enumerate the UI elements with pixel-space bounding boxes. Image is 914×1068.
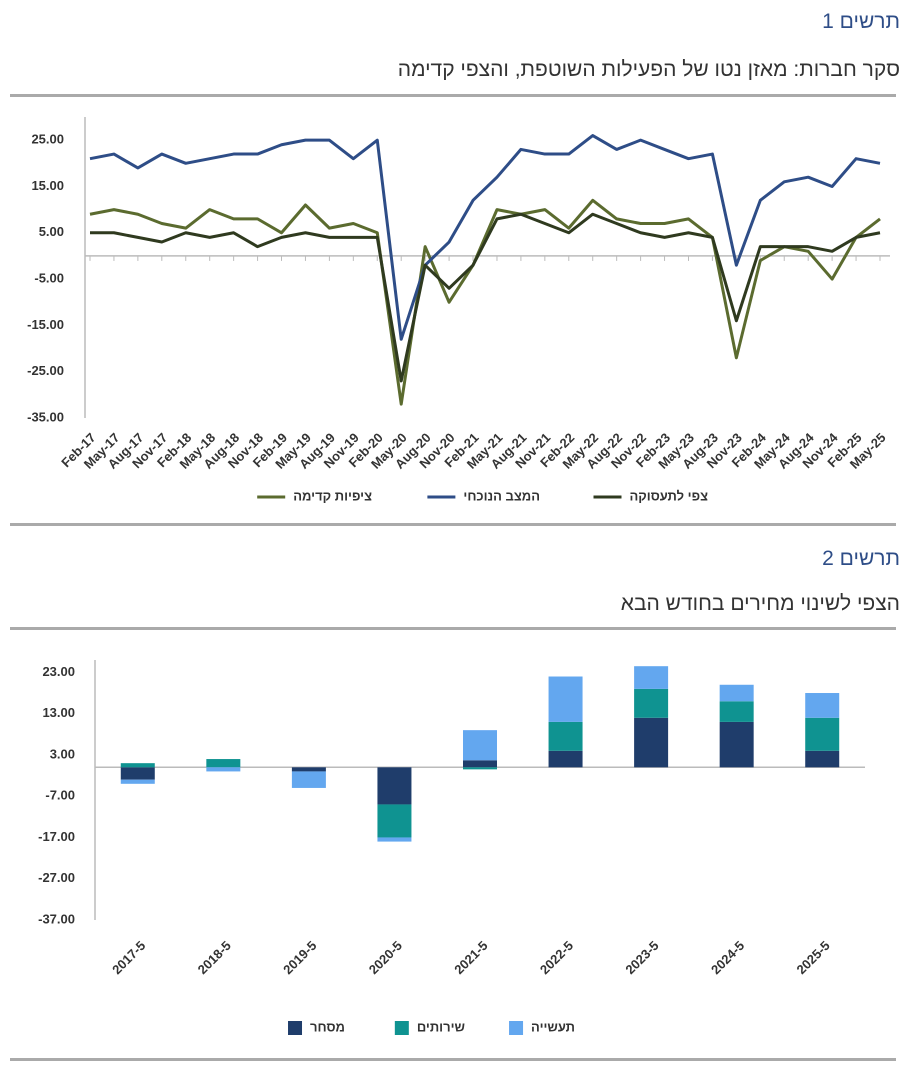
figure-label: תרשים 2 bbox=[822, 547, 900, 570]
rule bbox=[10, 627, 896, 630]
bar-segment bbox=[805, 693, 840, 718]
bar-segment bbox=[206, 767, 241, 772]
legend-label: המצב הנוכחי bbox=[463, 488, 540, 503]
bar-segment bbox=[805, 750, 840, 768]
y-tick-label: -15.00 bbox=[27, 317, 64, 332]
bar-segment bbox=[206, 759, 241, 768]
y-tick-label: 25.00 bbox=[31, 132, 64, 147]
y-tick-label: -17.00 bbox=[38, 829, 75, 844]
bar-segment bbox=[120, 763, 155, 768]
bar-segment bbox=[463, 767, 497, 770]
y-tick-label: -37.00 bbox=[38, 911, 75, 926]
legend-swatch bbox=[509, 1021, 524, 1035]
y-tick-label: 13.00 bbox=[42, 705, 75, 720]
bar-segment bbox=[719, 721, 754, 768]
bar-segment bbox=[719, 684, 754, 702]
line bbox=[89, 198, 881, 406]
bar-segment bbox=[548, 676, 583, 722]
bar-segment bbox=[377, 767, 412, 805]
bar-segment bbox=[291, 771, 326, 788]
y-tick-label: -35.00 bbox=[27, 409, 64, 424]
rule bbox=[10, 523, 896, 526]
bar-segment bbox=[548, 750, 583, 768]
line bbox=[90, 212, 881, 383]
legend-swatch bbox=[288, 1021, 303, 1035]
legend-label: תעשייה bbox=[531, 1019, 575, 1034]
x-tick-label: 2017-5 bbox=[109, 938, 148, 977]
x-tick-label: 2023-5 bbox=[622, 938, 661, 977]
y-tick-label: -7.00 bbox=[45, 788, 75, 803]
y-tick-label: -27.00 bbox=[38, 870, 75, 885]
legend-label: צפי לתעסוקה bbox=[630, 488, 709, 503]
bar-segment bbox=[291, 767, 326, 772]
y-tick-label: 23.00 bbox=[42, 664, 75, 679]
y-tick-label: 3.00 bbox=[50, 746, 75, 761]
legend-swatch bbox=[394, 1021, 409, 1035]
bar-segment bbox=[805, 717, 840, 751]
x-tick-label: 2019-5 bbox=[280, 938, 319, 977]
x-tick-label: 2024-5 bbox=[708, 938, 747, 977]
legend-label: מסחר bbox=[310, 1019, 345, 1034]
rule bbox=[10, 94, 896, 97]
bar-segment bbox=[120, 779, 155, 784]
bar-segment bbox=[548, 721, 583, 751]
legend-label: ציפיות קדימה bbox=[293, 488, 372, 503]
bar-segment bbox=[463, 760, 497, 768]
figure-title: סקר חברות: מאזן נטו של הפעילות השוטפת, ו… bbox=[397, 58, 900, 81]
bar-segment bbox=[463, 730, 497, 761]
figure-title: הצפי לשינוי מחירים בחודש הבא bbox=[620, 592, 900, 615]
line bbox=[89, 134, 881, 341]
x-tick-label: 2018-5 bbox=[195, 938, 234, 977]
bar-segment bbox=[634, 666, 669, 689]
y-tick-label: -25.00 bbox=[27, 363, 64, 378]
x-tick-label: 2022-5 bbox=[537, 938, 576, 977]
x-tick-label: 2025-5 bbox=[794, 938, 833, 977]
bar-segment bbox=[120, 767, 155, 780]
figure-label: תרשים 1 bbox=[822, 10, 900, 33]
legend-label: שירותים bbox=[417, 1019, 465, 1034]
y-tick-label: 15.00 bbox=[31, 178, 64, 193]
bar-segment bbox=[634, 688, 669, 718]
y-tick-label: 5.00 bbox=[39, 224, 64, 239]
bar-segment bbox=[377, 804, 412, 838]
x-tick-label: 2020-5 bbox=[366, 938, 405, 977]
bar-segment bbox=[719, 701, 754, 722]
bar-segment bbox=[377, 837, 412, 842]
y-tick-label: -5.00 bbox=[34, 271, 64, 286]
bar-segment bbox=[634, 717, 669, 768]
x-tick-label: 2021-5 bbox=[451, 938, 490, 977]
rule bbox=[10, 1058, 896, 1061]
